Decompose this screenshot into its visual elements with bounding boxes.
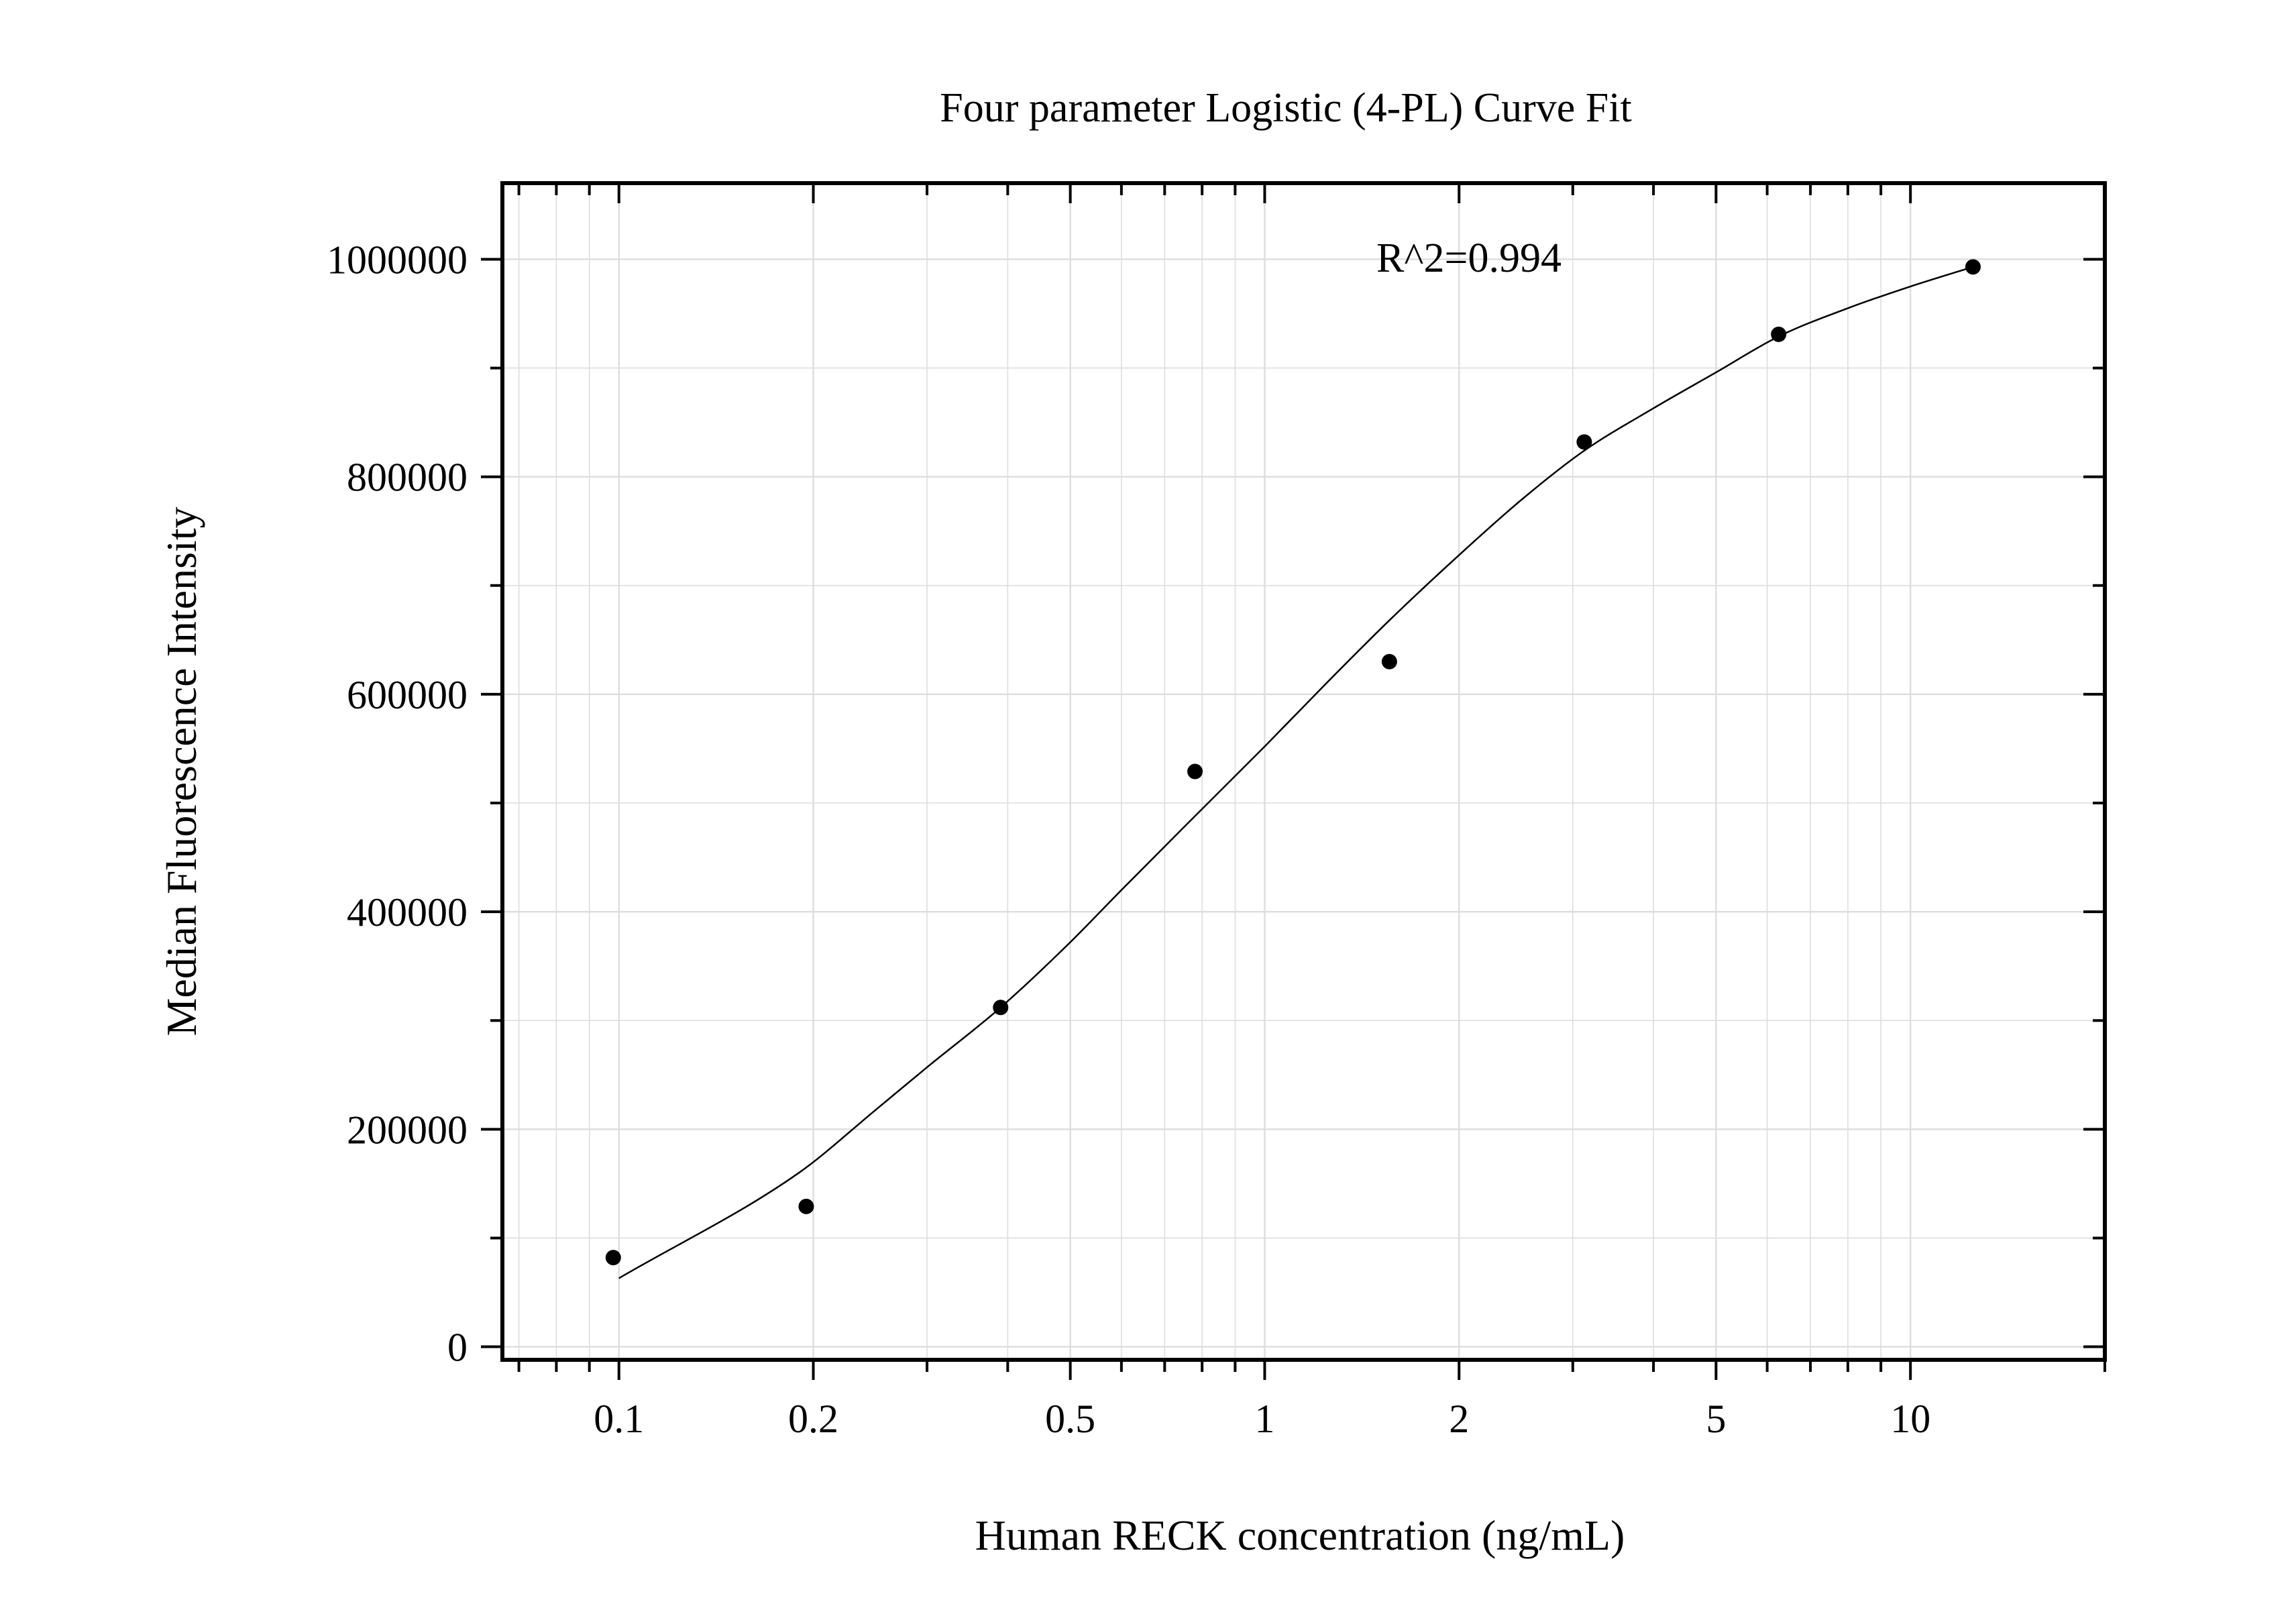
data-point bbox=[1576, 434, 1592, 450]
x-tick-label: 2 bbox=[1449, 1397, 1469, 1441]
data-points-layer bbox=[605, 259, 1981, 1266]
fit-curve bbox=[618, 266, 1973, 1279]
y-axis-label: Median Fluorescence Intensity bbox=[158, 506, 205, 1036]
y-tick-label: 400000 bbox=[347, 890, 468, 934]
chart-title: Four parameter Logistic (4-PL) Curve Fit bbox=[940, 85, 1631, 131]
fit-curve-layer bbox=[618, 266, 1973, 1279]
data-point bbox=[1771, 326, 1787, 342]
axis-ticks bbox=[481, 183, 2106, 1380]
x-tick-label: 0.2 bbox=[788, 1397, 838, 1441]
x-tick-label: 0.1 bbox=[594, 1397, 644, 1441]
tick-labels: 0.1 0.2 0.5 1 2 5 10 0 200000 400000 600000 800000 1… bbox=[327, 237, 1930, 1441]
r-squared-annotation: R^2=0.994 bbox=[1376, 235, 1562, 281]
y-tick-label: 0 bbox=[447, 1326, 468, 1370]
x-tick-label: 1 bbox=[1254, 1397, 1274, 1441]
x-tick-label: 10 bbox=[1890, 1397, 1930, 1441]
data-point bbox=[1381, 653, 1397, 670]
data-point bbox=[1965, 259, 1981, 275]
x-tick-label: 0.5 bbox=[1045, 1397, 1095, 1441]
x-tick-label: 5 bbox=[1706, 1397, 1726, 1441]
data-point bbox=[1187, 763, 1203, 780]
y-tick-label: 200000 bbox=[347, 1108, 468, 1152]
plot-frame bbox=[500, 181, 2107, 1362]
y-tick-label: 1000000 bbox=[327, 237, 468, 282]
data-point bbox=[798, 1198, 814, 1214]
y-tick-label: 600000 bbox=[347, 673, 468, 717]
x-axis-label: Human RECK concentration (ng/mL) bbox=[975, 1511, 1625, 1559]
data-point bbox=[993, 1000, 1009, 1016]
data-point bbox=[605, 1250, 621, 1266]
y-tick-label: 800000 bbox=[347, 456, 468, 500]
